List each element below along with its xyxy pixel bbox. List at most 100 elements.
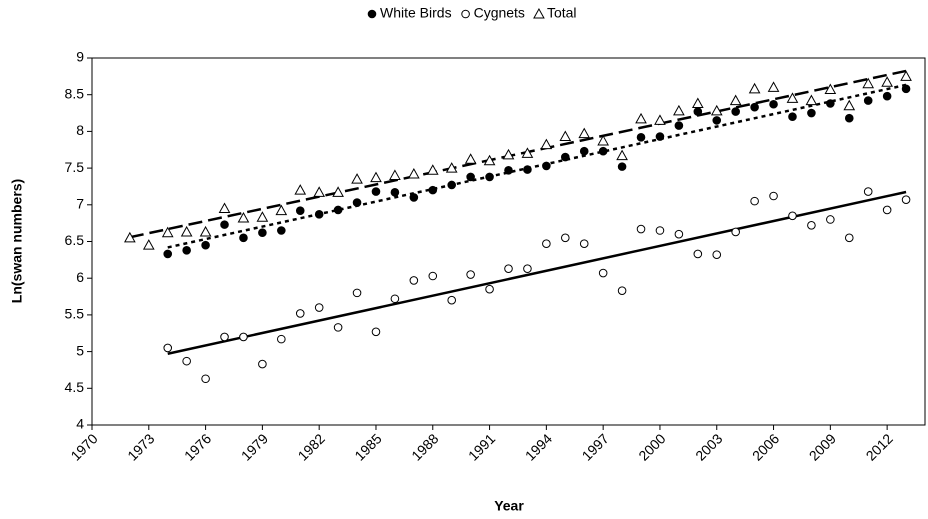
y-axis-label: Ln(swan numbers) (9, 179, 25, 303)
point (655, 132, 665, 141)
point (504, 264, 513, 273)
trend-line (129, 69, 907, 239)
point (294, 184, 307, 195)
x-tick-label: 1970 (67, 430, 100, 463)
legend-label: White Birds (380, 5, 452, 21)
point (485, 172, 494, 182)
point (635, 112, 647, 124)
legend-symbol (533, 7, 545, 19)
point (579, 239, 589, 249)
point (333, 323, 343, 332)
point (445, 162, 458, 173)
y-tick-label: 8.5 (65, 85, 85, 101)
point (805, 94, 818, 106)
point (371, 187, 381, 196)
point (598, 268, 608, 278)
point (447, 180, 457, 190)
point (901, 195, 911, 204)
point (731, 227, 740, 237)
point (750, 196, 759, 206)
point (560, 233, 570, 243)
point (182, 246, 191, 255)
point (523, 264, 532, 273)
x-tick-label: 1991 (465, 430, 498, 463)
point (674, 121, 684, 130)
y-tick-label: 6 (76, 269, 84, 285)
point (767, 81, 780, 92)
point (654, 114, 666, 125)
legend-symbol (461, 9, 470, 19)
point (862, 77, 875, 89)
point (352, 198, 362, 207)
point (220, 332, 229, 342)
point (616, 149, 628, 161)
point (485, 284, 494, 294)
point (351, 173, 363, 184)
point (333, 205, 343, 215)
point (788, 211, 797, 221)
point (807, 221, 816, 230)
point (769, 191, 778, 201)
point (201, 374, 210, 384)
x-tick-label: 1997 (579, 430, 612, 463)
point (521, 147, 534, 158)
point (712, 116, 722, 125)
point (295, 206, 305, 215)
point (542, 239, 551, 249)
point (655, 226, 665, 235)
point (277, 226, 286, 235)
point (691, 97, 704, 109)
point (275, 204, 288, 216)
trend-line (167, 190, 907, 355)
point (748, 82, 761, 94)
point (332, 186, 344, 197)
point (559, 130, 572, 142)
point (900, 70, 912, 81)
point (843, 99, 856, 111)
point (390, 294, 400, 304)
point (636, 132, 646, 142)
point (863, 187, 873, 196)
point (371, 327, 381, 337)
point (163, 249, 173, 259)
point (863, 96, 873, 105)
point (161, 226, 174, 238)
x-tick-label: 1982 (295, 430, 328, 463)
point (428, 185, 438, 195)
point (258, 359, 267, 369)
legend-label: Cygnets (474, 5, 525, 21)
y-tick-label: 7 (76, 196, 84, 212)
series (163, 84, 911, 259)
point (882, 91, 892, 101)
x-tick-label: 2009 (806, 430, 839, 463)
point (483, 154, 496, 166)
y-tick-label: 8 (76, 122, 84, 138)
point (826, 99, 835, 108)
point (218, 202, 231, 213)
x-tick-label: 1985 (351, 430, 384, 463)
point (504, 166, 513, 175)
series (124, 70, 912, 250)
point (124, 231, 136, 243)
y-tick-label: 7.5 (65, 159, 85, 175)
legend-symbol (367, 9, 377, 19)
y-tick-label: 5 (76, 342, 84, 358)
point (731, 107, 740, 116)
point (313, 186, 326, 197)
point (882, 205, 892, 215)
point (636, 224, 646, 234)
point (729, 94, 742, 106)
trend-line (167, 83, 907, 249)
point (901, 84, 911, 94)
point (786, 92, 799, 103)
point (447, 295, 457, 305)
point (466, 172, 475, 182)
point (712, 250, 722, 260)
point (370, 171, 382, 183)
y-tick-label: 5.5 (65, 306, 85, 322)
point (239, 233, 248, 243)
y-tick-label: 4.5 (65, 379, 85, 395)
point (560, 152, 570, 162)
x-tick-label: 1976 (181, 430, 214, 463)
point (220, 220, 229, 229)
